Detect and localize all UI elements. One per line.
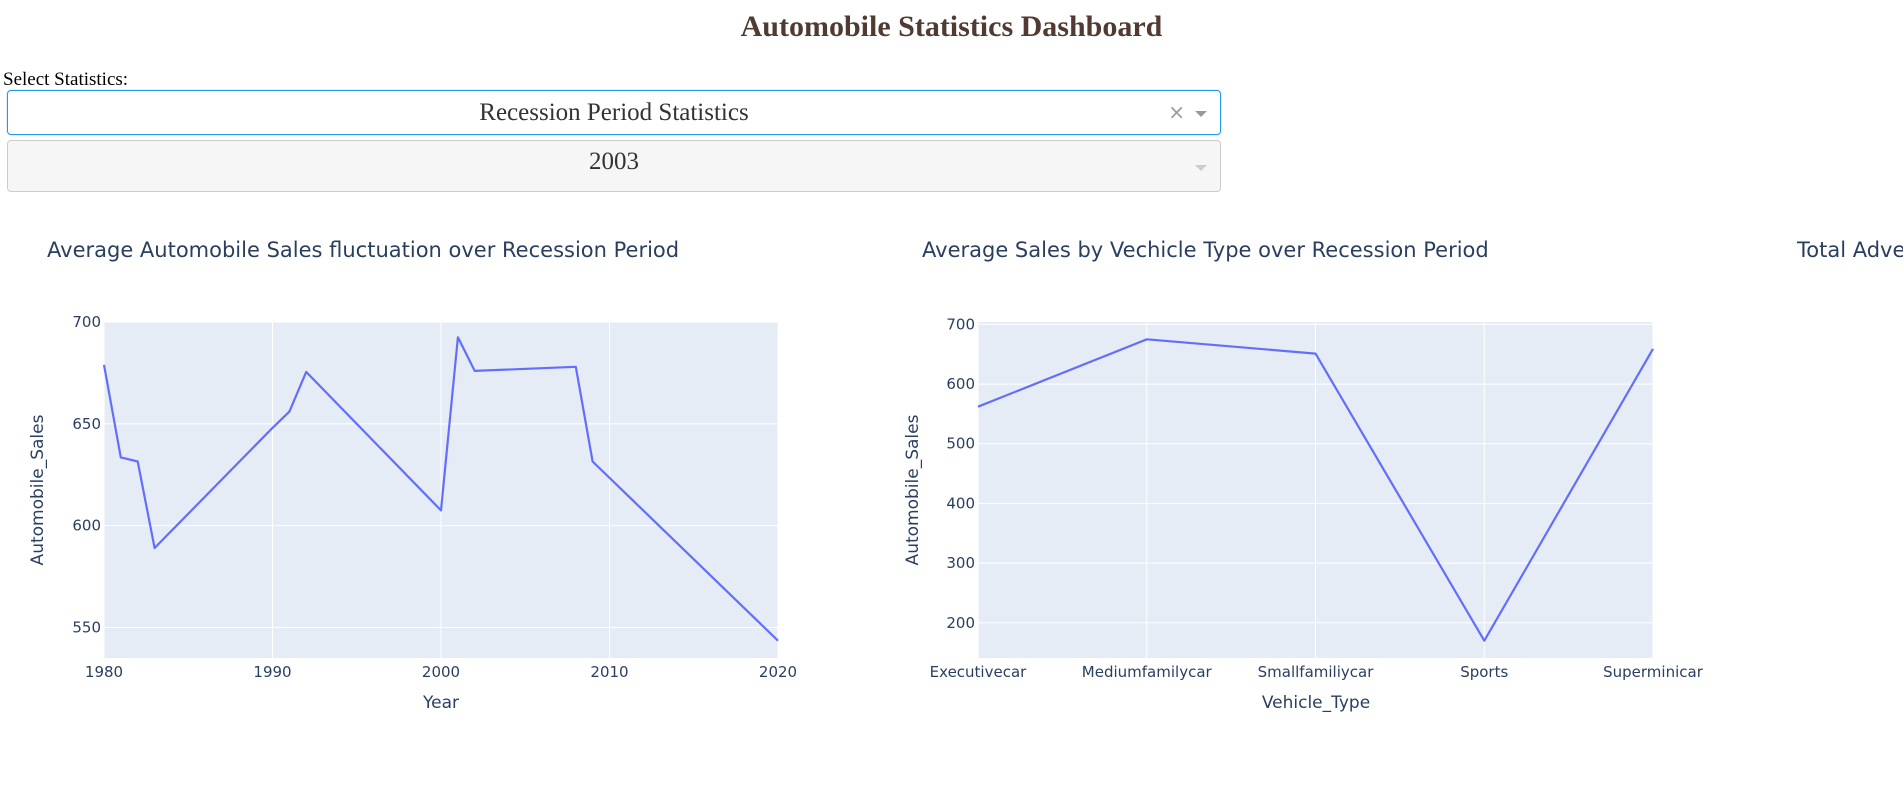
x-tick-label: 2020 (759, 663, 797, 681)
x-tick-label: 2000 (422, 663, 460, 681)
series-line (102, 336, 779, 642)
y-axis-label: Automobile_Sales (903, 414, 923, 565)
chart-title: Total Adve (1796, 238, 1903, 262)
x-tick-label: 1980 (85, 663, 123, 681)
y-tick-label: 700 (946, 315, 975, 333)
year-dropdown[interactable]: 2003 (7, 140, 1221, 192)
sales-by-year-chart: Average Automobile Sales fluctuation ove… (28, 238, 797, 713)
statistics-dropdown[interactable]: Recession Period Statistics × (7, 90, 1221, 135)
x-tick-label: Smallfamiliycar (1258, 663, 1375, 681)
select-statistics-label: Select Statistics: (3, 69, 129, 90)
page-title: Automobile Statistics Dashboard (740, 10, 1163, 43)
y-tick-label: 200 (946, 614, 975, 632)
y-tick-label: 600 (946, 375, 975, 393)
x-axis-label: Vehicle_Type (1262, 693, 1370, 713)
y-tick-label: 600 (72, 517, 101, 535)
chevron-down-icon[interactable] (1195, 165, 1207, 171)
x-tick-label: Superminicar (1603, 663, 1704, 681)
y-axis-label: Automobile_Sales (28, 414, 48, 565)
x-tick-label: 1990 (253, 663, 291, 681)
statistics-dropdown-value: Recession Period Statistics (479, 99, 749, 126)
sales-by-vehicle-type-chart: Average Sales by Vechicle Type over Rece… (903, 238, 1704, 713)
x-axis-label: Year (422, 693, 459, 713)
chart-title: Average Automobile Sales fluctuation ove… (47, 238, 679, 262)
x-tick-label: Executivecar (930, 663, 1027, 681)
y-tick-label: 400 (946, 494, 975, 512)
chart-title: Average Sales by Vechicle Type over Rece… (922, 238, 1489, 262)
x-tick-label: 2010 (590, 663, 628, 681)
series-line (977, 338, 1654, 642)
y-tick-label: 650 (72, 415, 101, 433)
x-tick-label: Mediumfamilycar (1082, 663, 1213, 681)
y-tick-label: 700 (72, 313, 101, 331)
x-tick-label: Sports (1460, 663, 1508, 681)
clear-icon[interactable]: × (1168, 100, 1185, 124)
y-tick-label: 500 (946, 435, 975, 453)
chevron-down-icon[interactable] (1195, 111, 1207, 117)
year-dropdown-value: 2003 (589, 148, 639, 175)
y-tick-label: 550 (72, 618, 101, 636)
y-tick-label: 300 (946, 554, 975, 572)
total-advertising-chart: Total Adve (1796, 238, 1903, 262)
